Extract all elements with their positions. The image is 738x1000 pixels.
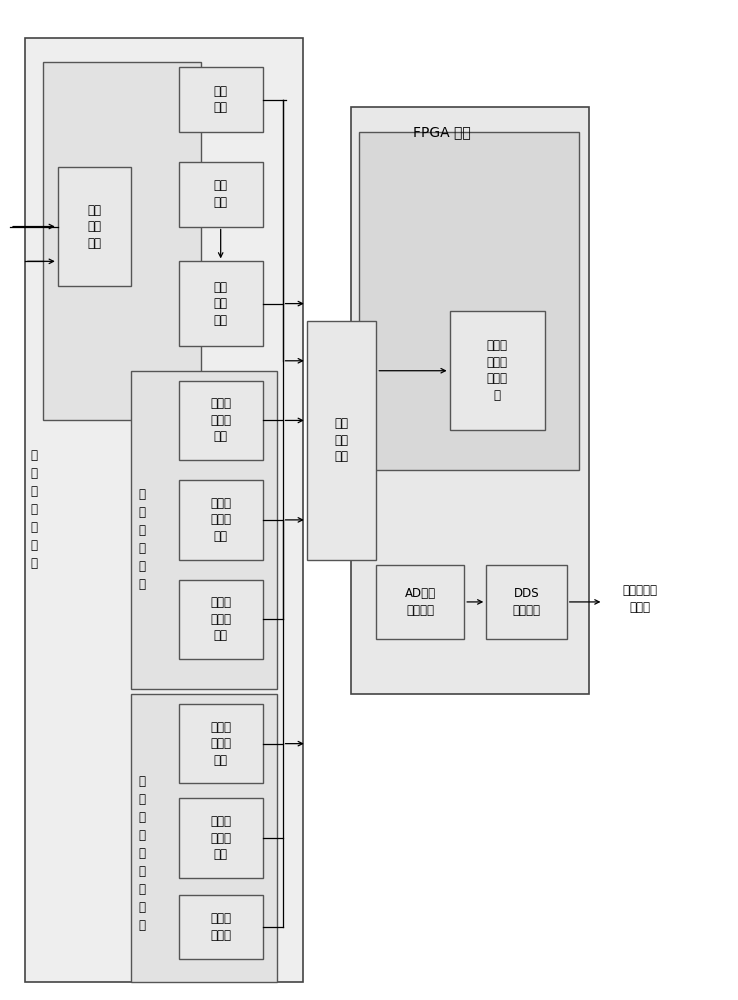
Bar	[43, 62, 201, 420]
Bar	[179, 580, 263, 659]
Text: 发送文
件选择
模块: 发送文 件选择 模块	[210, 397, 231, 443]
Bar	[131, 371, 277, 689]
Text: DDS
控制模块: DDS 控制模块	[512, 587, 540, 617]
Bar	[131, 694, 277, 982]
Text: 接收
显示
模块: 接收 显示 模块	[87, 204, 101, 250]
Bar	[307, 321, 376, 560]
Text: 上
位
机
控
制
装
置: 上 位 机 控 制 装 置	[31, 449, 38, 570]
Bar	[179, 261, 263, 346]
Bar	[179, 704, 263, 783]
Text: 准备
模块: 准备 模块	[214, 179, 228, 209]
Bar	[486, 565, 567, 639]
Text: 串口
通信
模块: 串口 通信 模块	[334, 417, 348, 463]
Bar	[179, 798, 263, 878]
Bar	[179, 895, 263, 959]
Text: 用于选择随
机波形: 用于选择随 机波形	[623, 584, 658, 614]
Bar	[376, 565, 464, 639]
Bar	[25, 38, 303, 982]
Text: 文件发
送开始
模块: 文件发 送开始 模块	[210, 497, 231, 543]
Text: 文件发
送结束
模块: 文件发 送结束 模块	[210, 596, 231, 642]
Text: FPGA 芯片: FPGA 芯片	[413, 125, 471, 139]
Bar	[179, 162, 263, 227]
Text: 发射波
形选择
模块: 发射波 形选择 模块	[210, 815, 231, 861]
Bar	[359, 132, 579, 470]
Text: 文
件
发
送
模
块: 文 件 发 送 模 块	[139, 488, 145, 591]
Bar	[351, 107, 589, 694]
Bar	[179, 67, 263, 132]
Text: AD随机
采样模块: AD随机 采样模块	[404, 587, 436, 617]
Text: 复位
模块: 复位 模块	[214, 85, 228, 114]
Text: 发送延
迟模块: 发送延 迟模块	[210, 912, 231, 942]
Bar	[58, 167, 131, 286]
Bar	[449, 311, 545, 430]
Text: 触发信
号选择
模块: 触发信 号选择 模块	[210, 721, 231, 767]
Text: 内部触
发信号
产生模
块: 内部触 发信号 产生模 块	[486, 339, 508, 402]
Text: 参
数
产
生
及
发
送
模
块: 参 数 产 生 及 发 送 模 块	[139, 775, 145, 932]
Bar	[179, 480, 263, 560]
Text: 单值
发送
模块: 单值 发送 模块	[214, 281, 228, 327]
Bar	[179, 381, 263, 460]
